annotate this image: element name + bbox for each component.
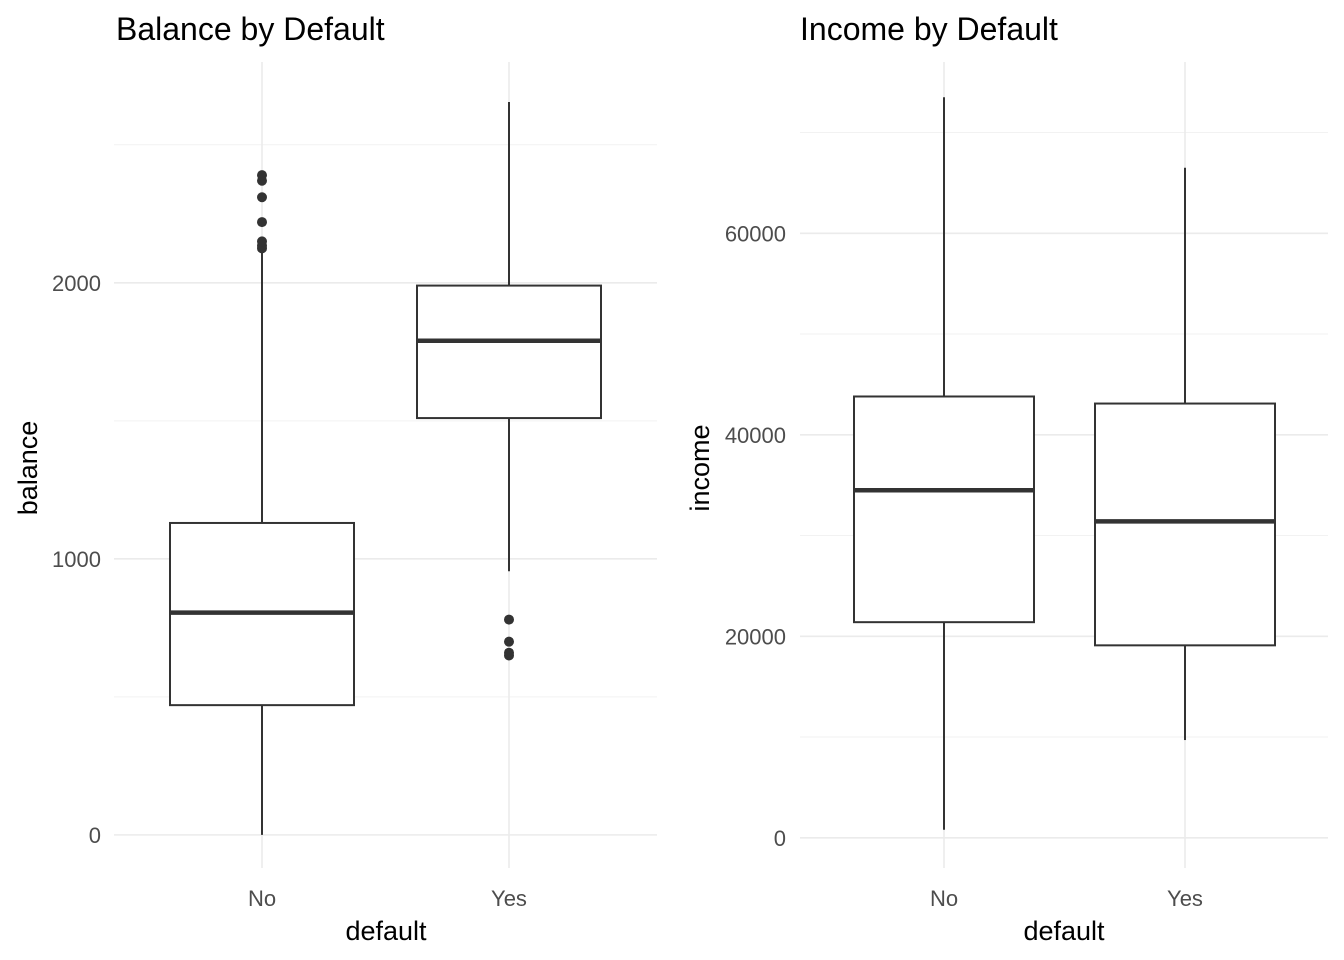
balance-box-yes [416, 102, 602, 661]
balance-chart-title: Balance by Default [116, 11, 385, 47]
income-iqr-box [1094, 402, 1276, 647]
income-y-tick-label: 60000 [725, 221, 786, 246]
balance-x-tick-label: No [248, 886, 276, 911]
income-x-tick-label: Yes [1167, 886, 1203, 911]
income-chart-title: Income by Default [800, 11, 1058, 47]
balance-boxes [169, 102, 602, 835]
balance-outlier-point [504, 614, 514, 625]
income-panel: Income by Default 0 20000 40000 60000 No Yes… [685, 11, 1328, 946]
income-x-tick-label: No [930, 886, 958, 911]
balance-gridlines [114, 62, 657, 868]
balance-iqr-box [416, 284, 602, 420]
balance-x-ticks: No Yes [248, 886, 527, 911]
balance-box-no [169, 170, 355, 835]
balance-y-tick-label: 0 [89, 823, 101, 848]
income-y-ticks: 0 20000 40000 60000 [725, 221, 786, 851]
income-y-tick-label: 20000 [725, 624, 786, 649]
income-y-tick-label: 40000 [725, 423, 786, 448]
income-box-no [853, 97, 1035, 830]
income-y-tick-label: 0 [774, 826, 786, 851]
income-x-ticks: No Yes [930, 886, 1203, 911]
balance-y-ticks: 0 1000 2000 [52, 271, 101, 848]
income-box-yes [1094, 167, 1276, 741]
income-boxes [853, 97, 1276, 830]
balance-outlier-point [257, 192, 267, 203]
balance-outlier-point [257, 217, 267, 228]
balance-y-tick-label: 2000 [52, 271, 101, 296]
balance-y-axis-title: balance [13, 421, 43, 516]
balance-outlier-point [257, 236, 267, 247]
balance-y-tick-label: 1000 [52, 547, 101, 572]
balance-outlier-point [504, 636, 514, 647]
income-x-axis-title: default [1023, 916, 1105, 946]
balance-panel: Balance by Default 0 1000 2000 No Yes defau… [13, 11, 657, 946]
income-y-axis-title: income [685, 424, 715, 511]
balance-outlier-point [504, 647, 514, 658]
balance-x-tick-label: Yes [491, 886, 527, 911]
income-iqr-box [853, 395, 1035, 624]
balance-outlier-point [257, 170, 267, 181]
balance-x-axis-title: default [345, 916, 427, 946]
